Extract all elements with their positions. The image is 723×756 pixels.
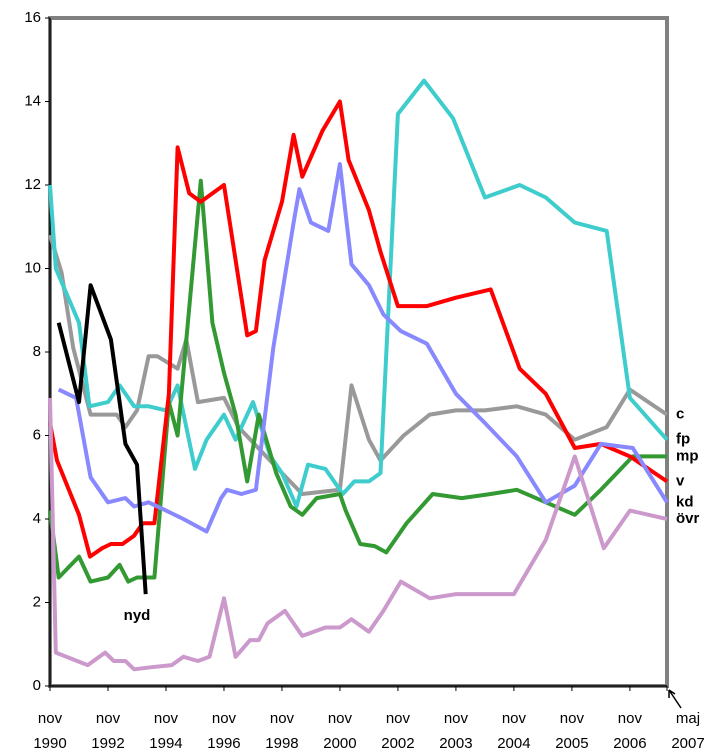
series-label: mp — [676, 447, 699, 464]
x-tick-label: nov 2003 — [439, 710, 473, 752]
x-tick-label: nov 1990 — [33, 710, 67, 752]
y-tick-label: 10 — [24, 259, 41, 276]
series-line — [56, 283, 148, 595]
series-line — [48, 397, 668, 672]
x-tick-label: maj 2007 — [671, 710, 705, 752]
series-line — [48, 178, 667, 584]
x-tick-label: nov 2002 — [381, 710, 415, 752]
x-tick-label: nov 1994 — [149, 710, 183, 752]
series-line — [48, 78, 669, 509]
series-label: kd — [676, 493, 694, 510]
series-label: fp — [676, 431, 690, 448]
x-tick-label: nov 2006 — [613, 710, 647, 752]
y-tick-label: 16 — [24, 9, 41, 26]
series-label: övr — [676, 510, 700, 527]
x-tick-arrow — [668, 689, 682, 709]
y-tick-label: 14 — [24, 92, 41, 109]
y-tick-label: 12 — [24, 176, 41, 193]
y-tick-label: 2 — [33, 593, 41, 610]
y-tick-label: 8 — [33, 343, 41, 360]
y-tick-label: 0 — [33, 677, 41, 694]
series-line — [48, 99, 669, 559]
series-label: nyd — [124, 607, 151, 624]
x-tick-label: nov 1998 — [265, 710, 299, 752]
y-tick-label: 4 — [33, 510, 41, 527]
x-tick-label: nov 2005 — [555, 710, 589, 752]
x-tick-label: nov 2000 — [323, 710, 357, 752]
series-label: v — [676, 472, 685, 489]
x-tick-label: nov 1996 — [207, 710, 241, 752]
x-tick-label: nov 1992 — [91, 710, 125, 752]
y-tick-label: 6 — [33, 426, 41, 443]
series-label: c — [676, 406, 684, 423]
x-tick-label: nov 2004 — [497, 710, 531, 752]
plot-frame — [48, 16, 669, 688]
series-line — [57, 162, 669, 534]
